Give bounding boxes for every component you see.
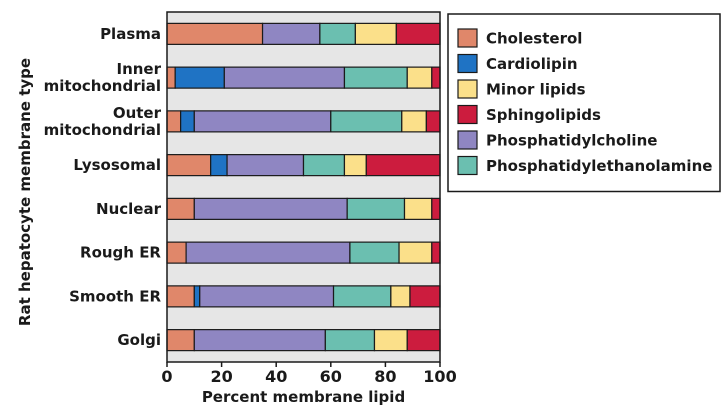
bar-segment-lysosomal-minor-lipids: [343, 154, 367, 177]
bar-segment-golgi-phosphatidylcholine: [193, 329, 326, 352]
bar-segment-rough-er-sphingolipids: [431, 241, 441, 264]
category-label-line: Plasma: [100, 25, 161, 43]
bar-segment-rough-er-phosphatidylethanolamine: [349, 241, 400, 264]
x-tick-label: 100: [423, 367, 456, 386]
category-label-plasma: Plasma: [100, 25, 161, 43]
bar-segment-golgi-cholesterol: [166, 329, 195, 352]
x-tick-label: 40: [265, 367, 287, 386]
legend: Cholesterol Cardiolipin Minor lipids Sphing…: [447, 13, 721, 193]
bar-segment-outer-mitochondrial-minor-lipids: [401, 110, 427, 133]
category-label-outer-mitochondrial: Outer mitochondrial: [44, 104, 162, 139]
category-label-line: Nuclear: [96, 200, 162, 218]
category-label-line: Outer: [113, 104, 162, 122]
category-label-lysosomal: Lysosomal: [73, 156, 161, 174]
category-label-smooth-er: Smooth ER: [69, 287, 161, 305]
bar-segment-nuclear-sphingolipids: [431, 197, 441, 220]
bar-segment-inner-mitochondrial-phosphatidylcholine: [223, 66, 346, 89]
bar-segment-smooth-er-cardiolipin: [193, 285, 201, 308]
bar-segment-nuclear-phosphatidylcholine: [193, 197, 348, 220]
bar-segment-golgi-phosphatidylethanolamine: [324, 329, 376, 352]
legend-label-sphingolipids: Sphingolipids: [486, 106, 601, 124]
bar-segment-outer-mitochondrial-cholesterol: [166, 110, 182, 133]
legend-label-minor-lipids: Minor lipids: [486, 81, 586, 99]
x-tick-label: 20: [210, 367, 232, 386]
bar-segment-rough-er-phosphatidylcholine: [185, 241, 351, 264]
plot-background: [167, 12, 440, 362]
bar-segment-plasma-phosphatidylcholine: [261, 22, 321, 45]
x-tick-label: 80: [374, 367, 396, 386]
plot-frame: [166, 11, 441, 363]
legend-label-phosphatidylcholine: Phosphatidylcholine: [486, 132, 657, 150]
bar-segment-smooth-er-phosphatidylethanolamine: [332, 285, 392, 308]
category-label-line: Smooth ER: [69, 287, 161, 305]
legend-label-phosphatidylethanolamine: Phosphatidylethanolamine: [486, 157, 712, 175]
bar-segment-nuclear-minor-lipids: [403, 197, 433, 220]
bar-segment-lysosomal-sphingolipids: [365, 154, 441, 177]
bar-segment-rough-er-cholesterol: [166, 241, 187, 264]
bar-segment-smooth-er-phosphatidylcholine: [199, 285, 335, 308]
category-label-rough-er: Rough ER: [80, 244, 161, 262]
bar-segment-outer-mitochondrial-phosphatidylcholine: [193, 110, 332, 133]
legend-label-cardiolipin: Cardiolipin: [486, 55, 578, 73]
category-label-line: mitochondrial: [44, 77, 161, 95]
bar-segment-smooth-er-cholesterol: [166, 285, 195, 308]
bar-segment-smooth-er-minor-lipids: [390, 285, 411, 308]
legend-box: [447, 13, 721, 193]
bar-segment-lysosomal-phosphatidylethanolamine: [302, 154, 346, 177]
x-tick-labels: 0 20 40 60 80 100: [161, 362, 457, 386]
bars-layer: [166, 22, 441, 352]
legend-swatch-minor-lipids: [457, 79, 478, 99]
bar-segment-plasma-sphingolipids: [395, 22, 441, 45]
bar-segment-outer-mitochondrial-phosphatidylethanolamine: [330, 110, 403, 133]
category-label-line: mitochondrial: [44, 121, 161, 139]
bar-segment-outer-mitochondrial-cardiolipin: [180, 110, 195, 133]
bar-segment-nuclear-phosphatidylethanolamine: [346, 197, 406, 220]
bar-segment-lysosomal-cardiolipin: [210, 154, 228, 177]
bar-segment-inner-mitochondrial-cardiolipin: [174, 66, 225, 89]
legend-swatch-cholesterol: [457, 28, 478, 48]
category-label-inner-mitochondrial: Inner mitochondrial: [44, 60, 162, 95]
bar-segment-nuclear-cholesterol: [166, 197, 195, 220]
category-label-line: Rough ER: [80, 244, 161, 262]
category-label-line: Golgi: [117, 331, 161, 349]
bar-segment-smooth-er-sphingolipids: [409, 285, 441, 308]
x-axis-label: Percent membrane lipid: [202, 388, 405, 406]
x-tick-label: 60: [320, 367, 342, 386]
bar-segment-inner-mitochondrial-cholesterol: [166, 66, 176, 89]
category-label-line: Inner: [116, 60, 161, 78]
legend-label-cholesterol: Cholesterol: [486, 30, 582, 48]
bar-segment-golgi-sphingolipids: [406, 329, 441, 352]
y-axis-label: Rat hepatocyte membrane type: [16, 58, 34, 326]
legend-swatch-sphingolipids: [457, 104, 478, 125]
bar-segment-golgi-minor-lipids: [373, 329, 408, 352]
bar-segment-inner-mitochondrial-minor-lipids: [406, 66, 433, 89]
category-label-line: Lysosomal: [73, 156, 161, 174]
bar-segment-lysosomal-cholesterol: [166, 154, 212, 177]
bar-segment-plasma-phosphatidylethanolamine: [319, 22, 356, 45]
x-tick-label: 0: [161, 367, 172, 386]
bar-segment-inner-mitochondrial-phosphatidylethanolamine: [343, 66, 408, 89]
legend-swatch-phosphatidylcholine: [457, 130, 478, 150]
bar-segment-plasma-minor-lipids: [354, 22, 397, 45]
bar-segment-inner-mitochondrial-sphingolipids: [431, 66, 441, 89]
bar-segment-outer-mitochondrial-sphingolipids: [425, 110, 441, 133]
legend-swatch-phosphatidylethanolamine: [457, 155, 478, 176]
bar-segment-lysosomal-phosphatidylcholine: [226, 154, 305, 177]
legend-swatch-cardiolipin: [457, 53, 478, 74]
category-label-golgi: Golgi: [117, 331, 161, 349]
bar-segment-rough-er-minor-lipids: [398, 241, 433, 264]
bar-segment-plasma-cholesterol: [166, 22, 264, 45]
category-label-nuclear: Nuclear: [96, 200, 162, 218]
